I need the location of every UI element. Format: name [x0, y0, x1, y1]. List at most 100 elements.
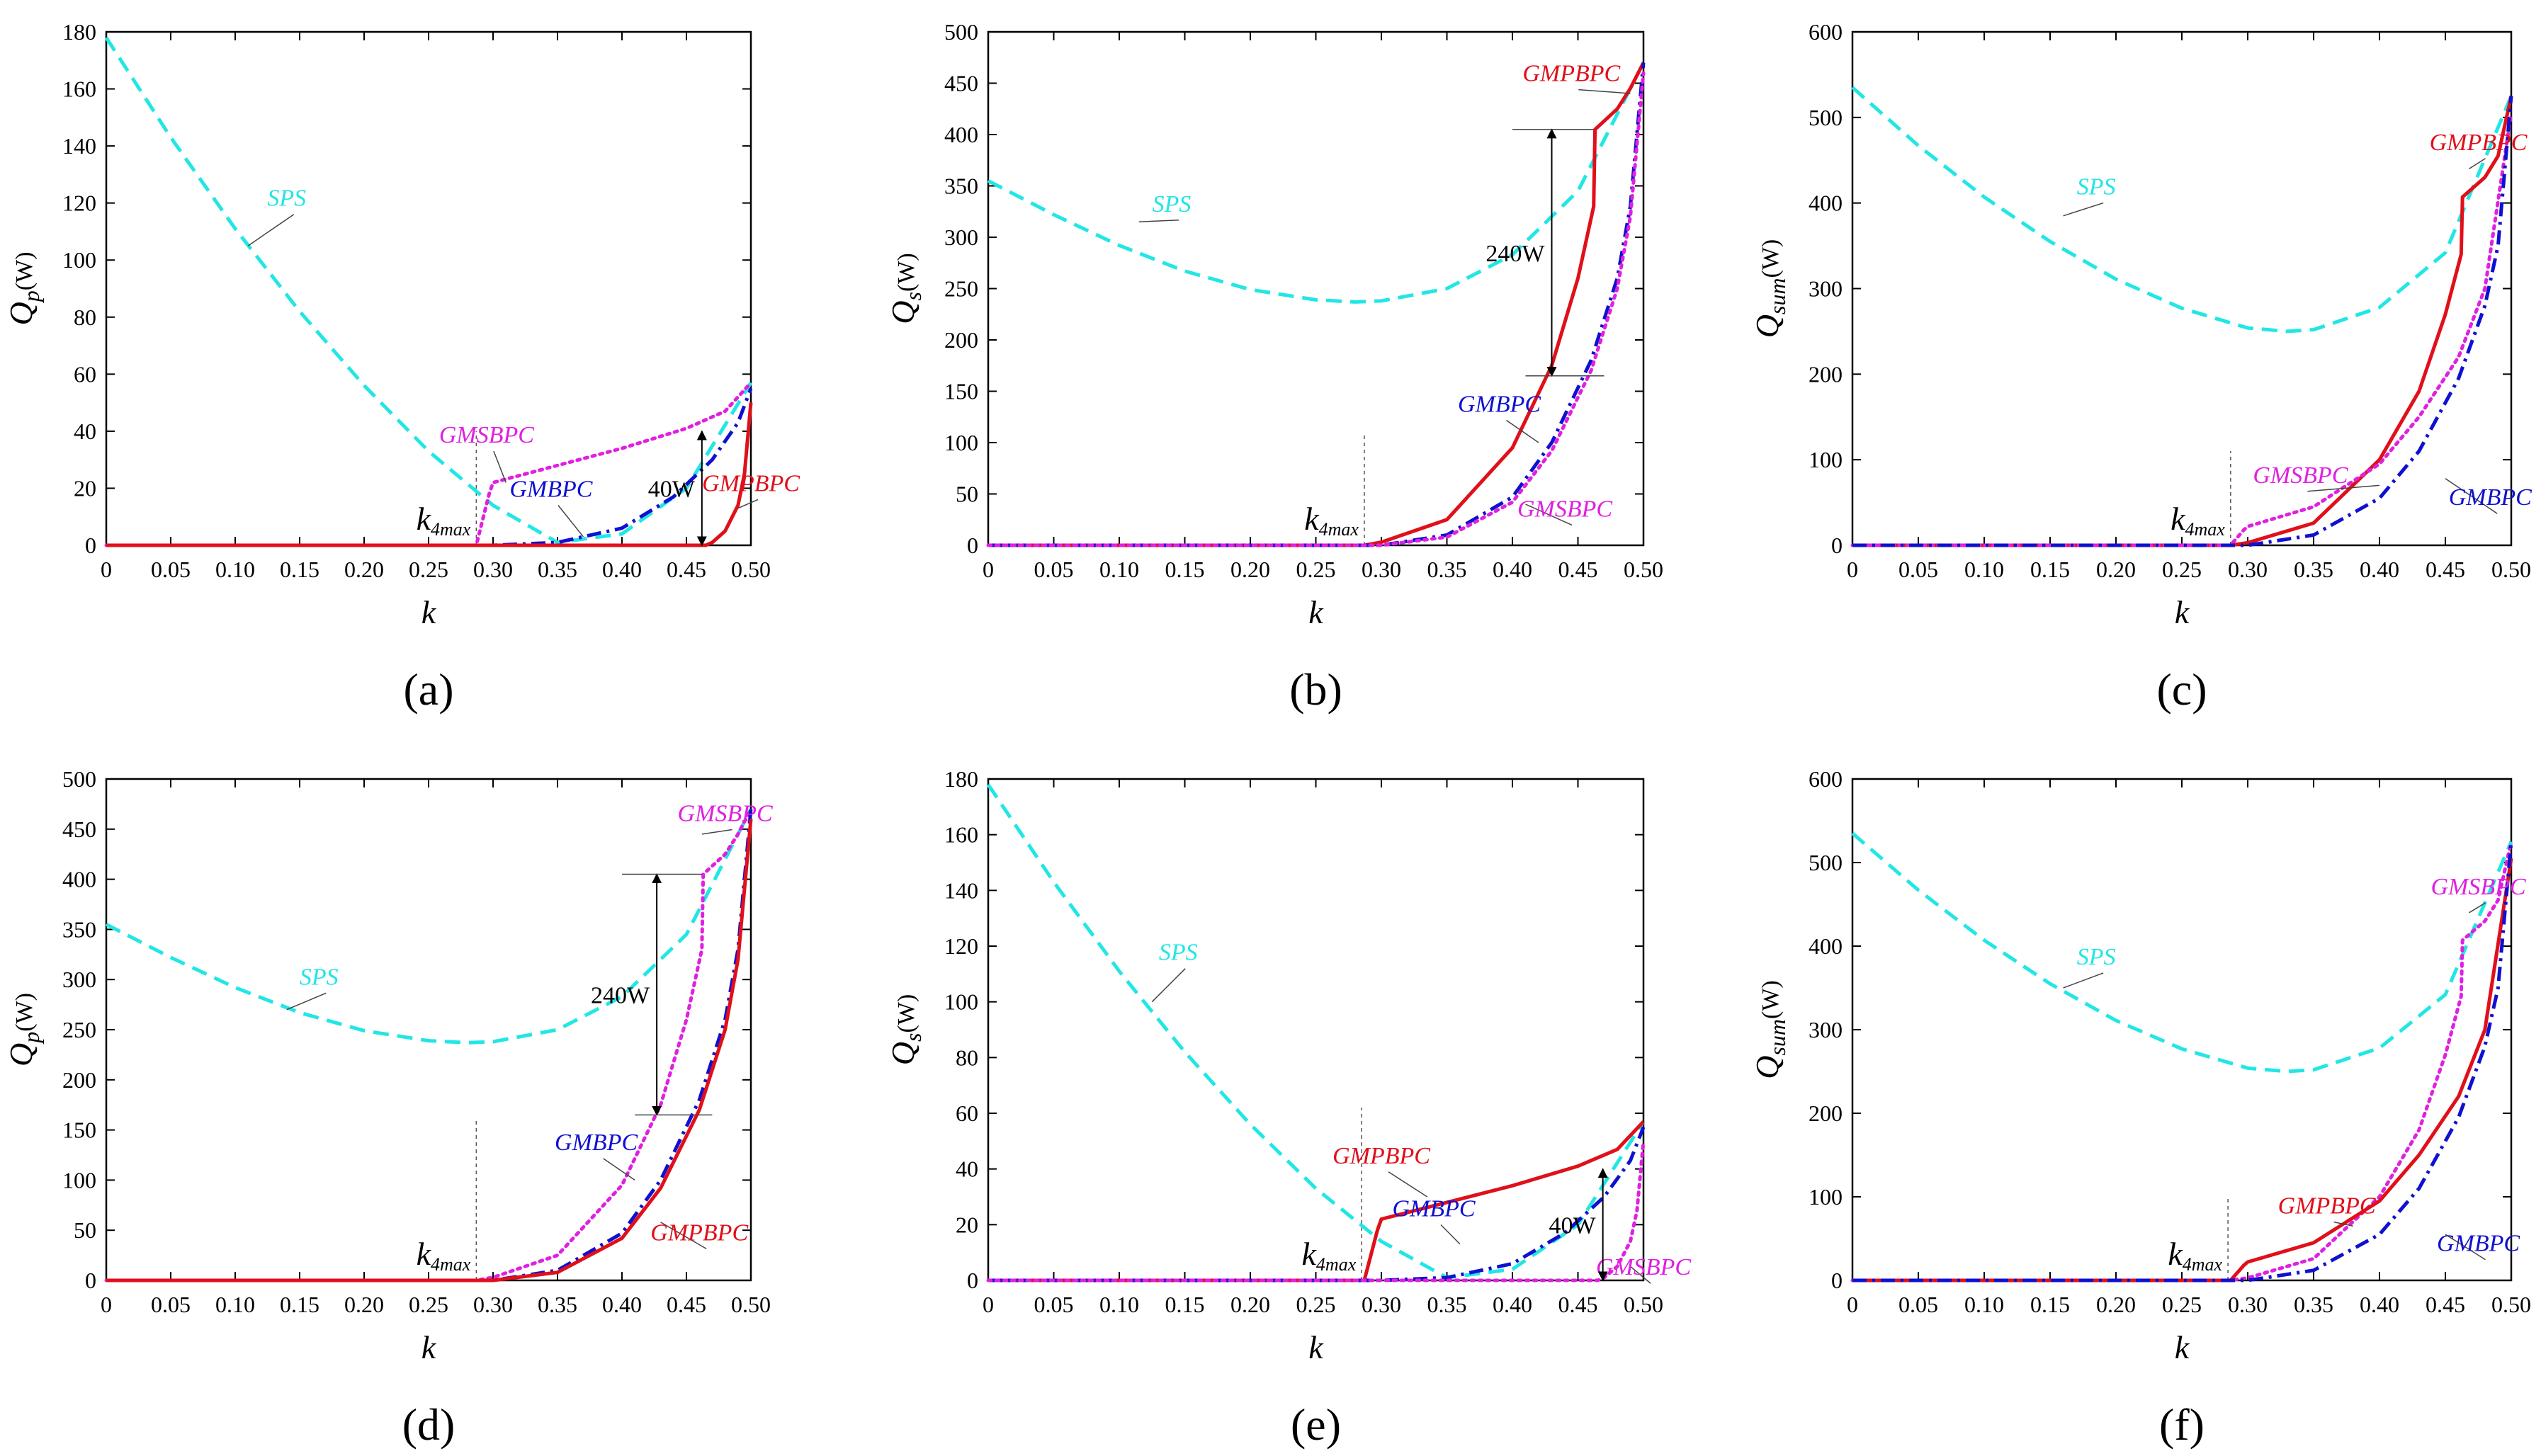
x-tick-label: 0.20	[344, 557, 384, 582]
x-tick-label: 0	[983, 557, 994, 582]
y-label-unit: (W)	[1758, 239, 1784, 278]
x-tick-label: 0.10	[215, 557, 255, 582]
difference-label: 40W	[648, 476, 696, 502]
x-tick-label: 0.50	[731, 1292, 771, 1317]
x-tick-label: 0.20	[1230, 557, 1270, 582]
y-label-sub: sum	[1765, 278, 1790, 314]
y-label-sub: sum	[1765, 1019, 1790, 1056]
y-label-sub: p	[18, 1032, 44, 1045]
x-tick-label: 0.40	[602, 1292, 642, 1317]
curve-label-gmpbpc: GMPBPC	[1332, 1143, 1430, 1169]
x-tick-label: 0	[101, 1292, 112, 1317]
curve-label-sps: SPS	[1153, 191, 1192, 217]
k4max-label: k4max	[417, 501, 471, 540]
series-line-gmpbpc	[106, 819, 753, 1282]
label-leader	[2063, 972, 2104, 989]
panel-label: (d)	[402, 1399, 455, 1450]
y-label-sub: s	[900, 292, 926, 300]
series-line-gmsbpc	[104, 380, 753, 547]
y-tick-label: 300	[62, 967, 96, 992]
y-tick-label: 100	[62, 1167, 96, 1193]
x-tick-label: 0.15	[2030, 557, 2070, 582]
label-leader	[701, 829, 732, 835]
chart-panel-c: 0 0.05 0.10 0.15 0.20 0.25 0.30 0.35 0.40 0.45 0.5…	[1749, 19, 2532, 715]
y-tick-label: 400	[944, 122, 978, 147]
y-tick-label: 100	[1809, 1184, 1843, 1210]
y-label-main: Q	[885, 1042, 921, 1065]
y-tick-label: 80	[74, 305, 96, 330]
x-tick-label: 0.05	[151, 557, 191, 582]
chart-panel-d: 0 0.05 0.10 0.15 0.20 0.25 0.30 0.35 0.40 0.45 0.5…	[3, 766, 773, 1450]
y-tick-label: 0	[85, 533, 96, 558]
series-line-gmsbpc	[986, 1139, 1646, 1282]
x-tick-label: 0.50	[2491, 557, 2531, 582]
label-leader	[558, 505, 584, 538]
difference-label: 240W	[1485, 241, 1545, 267]
x-tick-label: 0.45	[667, 557, 706, 582]
x-tick-label: 0.15	[280, 557, 319, 582]
series-line-sps	[1851, 831, 2513, 1074]
label-leader	[1506, 419, 1539, 443]
x-tick-label: 0.35	[1427, 1292, 1467, 1317]
y-tick-label: 40	[74, 419, 96, 444]
label-leader	[286, 992, 327, 1011]
x-tick-label: 0.25	[2162, 557, 2202, 582]
panel-label: (b)	[1289, 664, 1342, 715]
x-tick-label: 0.35	[2294, 1292, 2333, 1317]
y-tick-label: 140	[944, 877, 978, 903]
series-line-gmsbpc	[104, 807, 753, 1282]
y-tick-label: 0	[1831, 533, 1843, 558]
x-tick-label: 0.45	[1558, 1292, 1598, 1317]
curve-label-sps: SPS	[1159, 940, 1198, 966]
y-tick-label: 120	[944, 933, 978, 959]
y-label-unit: (W)	[893, 253, 919, 292]
panel-label: (a)	[403, 664, 453, 715]
series-line-gmbpc	[106, 809, 753, 1282]
curve-label-sps: SPS	[2077, 944, 2116, 970]
y-tick-label: 50	[74, 1217, 96, 1243]
x-axis-label: k	[1308, 594, 1324, 630]
x-tick-label: 0.50	[2491, 1292, 2531, 1317]
y-tick-label: 350	[944, 174, 978, 199]
curve-label-gmpbpc: GMPBPC	[650, 1219, 748, 1246]
k4max-label: k4max	[2171, 501, 2225, 540]
y-tick-label: 400	[1809, 933, 1843, 959]
curve-label-sps: SPS	[267, 186, 306, 212]
y-tick-label: 450	[944, 71, 978, 96]
curve-label-gmbpc: GMBPC	[1392, 1196, 1475, 1222]
x-tick-label: 0.05	[1898, 557, 1938, 582]
curve-label-gmsbpc: GMSBPC	[2430, 874, 2525, 900]
x-tick-label: 0.45	[1558, 557, 1598, 582]
x-axis-label: k	[2175, 594, 2190, 630]
label-leader	[737, 499, 759, 509]
x-tick-label: 0.45	[2426, 1292, 2465, 1317]
y-tick-label: 500	[62, 766, 96, 792]
y-tick-label: 400	[62, 867, 96, 892]
y-label-sub: s	[900, 1033, 926, 1042]
chart-panel-b: 0 0.05 0.10 0.15 0.20 0.25 0.30 0.35 0.40 0.45 0.5…	[885, 19, 1663, 715]
k4max-label: k4max	[1304, 501, 1359, 540]
y-tick-label: 20	[74, 475, 96, 501]
y-tick-label: 40	[956, 1156, 978, 1182]
series-line-sps	[105, 808, 753, 1045]
y-tick-label: 250	[944, 276, 978, 302]
x-tick-label: 0.40	[602, 557, 642, 582]
x-tick-label: 0.15	[280, 1292, 319, 1317]
label-leader	[2469, 902, 2486, 914]
x-tick-label: 0.30	[1362, 1292, 1401, 1317]
label-leader	[2445, 478, 2498, 514]
curve-label-sps: SPS	[300, 964, 339, 990]
panel-label: (c)	[2156, 664, 2207, 715]
label-leader	[2333, 1221, 2353, 1227]
label-leader	[1630, 1266, 1651, 1284]
y-label-main: Q	[3, 302, 39, 325]
curve-label-gmsbpc: GMSBPC	[1596, 1254, 1691, 1280]
x-tick-label: 0.05	[151, 1292, 191, 1317]
x-tick-label: 0.05	[1898, 1292, 1938, 1317]
x-tick-label: 0.05	[1034, 557, 1074, 582]
k4max-label: k4max	[1302, 1236, 1357, 1275]
x-tick-label: 0.35	[1427, 557, 1467, 582]
y-label-unit: (W)	[893, 994, 919, 1033]
y-tick-label: 300	[1809, 276, 1843, 302]
plot-frame	[987, 30, 1645, 547]
